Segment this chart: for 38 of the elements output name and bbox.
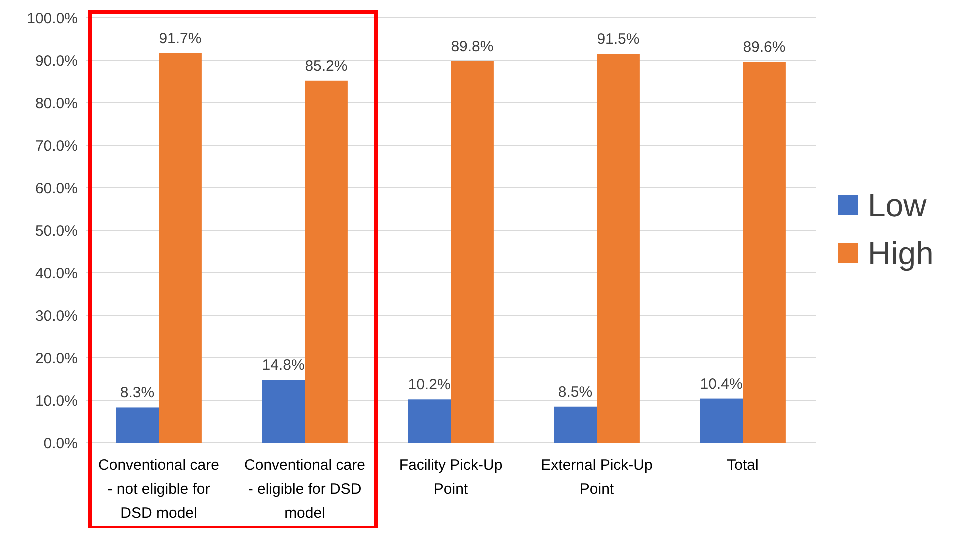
bar (305, 80, 348, 443)
y-tick-label: 50.0% (35, 222, 78, 240)
bar (597, 54, 640, 443)
y-tick-label: 90.0% (35, 52, 78, 70)
data-label: 8.3% (120, 384, 155, 402)
legend-label: Low (868, 188, 928, 224)
bar (700, 398, 743, 443)
data-label: 10.4% (700, 376, 743, 393)
bar (116, 408, 159, 443)
bar (743, 62, 786, 443)
y-tick-label: 60.0% (35, 180, 78, 198)
y-tick-label: 70.0% (35, 138, 78, 155)
y-tick-label: 80.0% (35, 95, 78, 112)
bar (451, 61, 494, 443)
data-label: 89.8% (451, 38, 494, 56)
bar (262, 380, 305, 443)
y-tick-label: 30.0% (35, 308, 78, 325)
data-label: 85.2% (305, 58, 348, 75)
y-tick-label: 40.0% (35, 265, 78, 282)
y-tick-label: 100.0% (27, 10, 78, 28)
data-label: 14.8% (262, 357, 305, 374)
x-tick-label: Facility Pick-Up Point (399, 457, 503, 498)
bar (554, 406, 597, 443)
y-tick-label: 10.0% (35, 392, 78, 410)
data-label: 8.5% (558, 384, 593, 401)
y-tick-label: 0.0% (44, 435, 78, 452)
x-tick-label: Conventional care - eligible for DSD model (244, 457, 366, 522)
x-tick-label: Conventional care - not eligible for DSD model (98, 457, 220, 522)
x-tick-label: Total (727, 457, 759, 474)
bar (408, 400, 451, 443)
y-tick-label: 20.0% (35, 350, 78, 368)
data-label: 10.2% (408, 376, 451, 394)
data-label: 89.6% (743, 39, 786, 56)
x-tick-label: External Pick-Up Point (541, 457, 653, 498)
data-label: 91.7% (159, 30, 202, 48)
legend-label: High (868, 236, 934, 272)
bar (159, 53, 202, 443)
data-label: 91.5% (597, 31, 640, 48)
